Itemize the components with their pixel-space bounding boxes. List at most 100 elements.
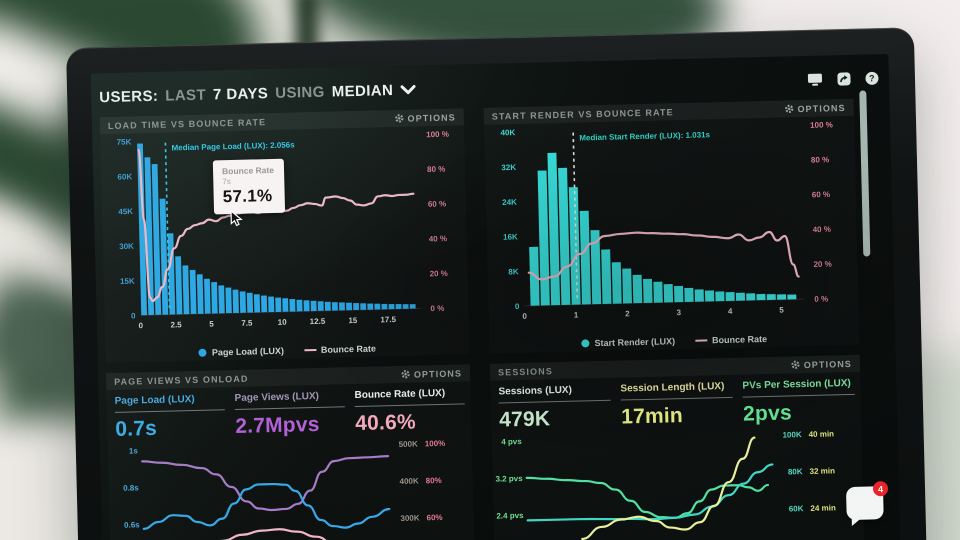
help-icon[interactable]: ? <box>865 71 879 85</box>
svg-text:0 %: 0 % <box>430 304 444 313</box>
svg-text:40 %: 40 % <box>813 225 831 234</box>
line-chart-svg: 1s 0.8s 0.6s 500K 100% 400K 80% 300K 60% <box>123 439 445 540</box>
svg-text:24 min: 24 min <box>810 503 836 513</box>
header-title-median: MEDIAN <box>331 81 394 101</box>
metric-page-views: Page Views (LUX) 2.7Mpvs <box>234 390 345 439</box>
svg-text:7.5: 7.5 <box>241 319 253 328</box>
panel-title: PAGE VIEWS VS ONLOAD <box>114 373 249 387</box>
legend-swatch <box>695 338 708 342</box>
metric-label: Bounce Rate (LUX) <box>354 387 465 408</box>
svg-text:0: 0 <box>515 302 520 311</box>
svg-text:40K: 40K <box>500 128 515 137</box>
svg-text:60 %: 60 % <box>428 199 446 208</box>
svg-text:4 pvs: 4 pvs <box>501 437 522 447</box>
gear-icon <box>394 114 404 123</box>
panel-grid: LOAD TIME VS BOUNCE RATE OPTIONS 75K 60K 4… <box>99 98 866 540</box>
svg-text:0: 0 <box>522 312 527 321</box>
metric-session-length: Session Length (LUX) 17min <box>620 380 733 430</box>
svg-text:Median Start Render (LUX): 1.0: Median Start Render (LUX): 1.031s <box>579 130 710 142</box>
svg-text:75K: 75K <box>117 137 132 146</box>
metric-label: Page Views (LUX) <box>234 390 345 410</box>
options-button[interactable]: OPTIONS <box>394 111 456 124</box>
svg-text:0.8s: 0.8s <box>123 483 139 492</box>
panel-header: LOAD TIME VS BOUNCE RATE OPTIONS <box>99 108 465 135</box>
svg-text:30K: 30K <box>119 242 134 251</box>
gear-icon <box>784 104 794 113</box>
page-views-line-chart: 1s 0.8s 0.6s 500K 100% 400K 80% 300K 60% <box>108 430 476 540</box>
metric-page-load: Page Load (LUX) 0.7s <box>114 393 226 442</box>
svg-text:80K: 80K <box>788 467 803 476</box>
options-label: OPTIONS <box>797 102 846 114</box>
svg-text:0: 0 <box>138 321 143 330</box>
svg-text:15K: 15K <box>120 277 135 286</box>
svg-text:100 %: 100 % <box>810 120 833 130</box>
chevron-down-icon[interactable] <box>400 84 416 95</box>
sessions-line-chart: 4 pvs 3.2 pvs 2.4 pvs 100K 40 min 80K 32 min 60… <box>491 421 865 540</box>
metric-bounce-rate: Bounce Rate (LUX) 40.6% <box>354 387 465 436</box>
svg-text:2: 2 <box>625 309 630 318</box>
dashboard-screen: USERS: LAST 7 DAYS USING MEDIAN <box>90 53 903 540</box>
svg-text:8K: 8K <box>508 267 519 276</box>
metric-pvs-per-session: PVs Per Session (LUX) 2pvs <box>742 377 855 427</box>
svg-text:5: 5 <box>779 306 784 315</box>
chart-tooltip: Bounce Rate 7s 57.1% <box>212 158 286 227</box>
legend-item: Start Render (LUX) <box>581 336 675 348</box>
display-icon[interactable] <box>807 73 823 87</box>
gear-icon <box>401 370 410 379</box>
mouse-cursor-icon <box>230 209 243 227</box>
svg-text:20 %: 20 % <box>430 269 448 278</box>
tooltip-value: 57.1% <box>222 186 273 207</box>
svg-text:32K: 32K <box>501 163 516 172</box>
legend-item: Bounce Rate <box>303 344 376 356</box>
svg-text:80 %: 80 % <box>811 155 829 164</box>
notification-badge: 4 <box>872 481 889 497</box>
svg-text:45K: 45K <box>118 207 133 216</box>
svg-text:60K: 60K <box>789 504 804 513</box>
line-chart-svg: 4 pvs 3.2 pvs 2.4 pvs 100K 40 min 80K 32 min 60… <box>495 429 836 540</box>
chart-legend: Page Load (LUX) Bounce Rate <box>105 341 469 360</box>
metric-label: PVs Per Session (LUX) <box>742 377 855 398</box>
svg-text:80%: 80% <box>426 476 442 485</box>
scrollbar[interactable] <box>859 90 871 257</box>
chart-legend: Start Render (LUX) Bounce Rate <box>489 332 859 351</box>
svg-text:32 min: 32 min <box>809 466 835 476</box>
legend-item: Page Load (LUX) <box>198 346 284 358</box>
svg-text:5: 5 <box>209 319 214 328</box>
panel-start-render-vs-bounce-rate: START RENDER VS BOUNCE RATE OPTIONS 40K 3… <box>483 98 860 354</box>
svg-text:3: 3 <box>676 308 681 317</box>
svg-text:20 %: 20 % <box>813 260 831 269</box>
header-title-last: LAST <box>165 86 207 105</box>
header-title-users: USERS: <box>99 87 159 106</box>
svg-text:10: 10 <box>278 318 288 327</box>
svg-text:16K: 16K <box>503 232 518 241</box>
svg-text:17.5: 17.5 <box>380 315 396 324</box>
header-title-using: USING <box>275 83 325 102</box>
panel-sessions: SESSIONS OPTIONS Sessions (LUX) 4 <box>489 354 866 540</box>
share-icon[interactable] <box>837 72 851 86</box>
legend-swatch <box>303 348 316 352</box>
metric-label: Session Length (LUX) <box>620 380 733 401</box>
header-icon-group: ? <box>807 71 879 87</box>
options-button[interactable]: OPTIONS <box>401 368 462 379</box>
options-button[interactable]: OPTIONS <box>784 102 846 114</box>
options-button[interactable]: OPTIONS <box>791 358 852 370</box>
load-time-histogram-chart: 75K 60K 45K 30K 15K 0 100 % 80 % 60 % 40 % 20 % 0 %… <box>100 125 469 363</box>
svg-text:40 min: 40 min <box>809 429 835 439</box>
svg-text:0 %: 0 % <box>814 294 828 303</box>
svg-text:4: 4 <box>728 307 733 316</box>
svg-text:100 %: 100 % <box>426 130 449 140</box>
options-label: OPTIONS <box>407 111 456 124</box>
metric-sessions: Sessions (LUX) 479K <box>498 383 611 433</box>
metric-label: Sessions (LUX) <box>498 383 611 404</box>
svg-text:15: 15 <box>348 316 358 325</box>
svg-text:?: ? <box>869 73 875 83</box>
header-title-range: 7 DAYS <box>212 84 269 103</box>
panel-load-time-vs-bounce-rate: LOAD TIME VS BOUNCE RATE OPTIONS 75K 60K 4… <box>99 108 470 363</box>
svg-text:3.2 pvs: 3.2 pvs <box>495 474 523 484</box>
histogram-svg: 75K 60K 45K 30K 15K 0 100 % 80 % 60 % 40 % 20 % 0 %… <box>117 130 449 331</box>
chat-widget-button[interactable]: 4 <box>845 481 889 521</box>
panel-title: LOAD TIME VS BOUNCE RATE <box>107 116 267 131</box>
svg-text:0: 0 <box>131 311 136 320</box>
svg-text:12.5: 12.5 <box>310 317 326 326</box>
legend-item: Bounce Rate <box>695 334 767 346</box>
